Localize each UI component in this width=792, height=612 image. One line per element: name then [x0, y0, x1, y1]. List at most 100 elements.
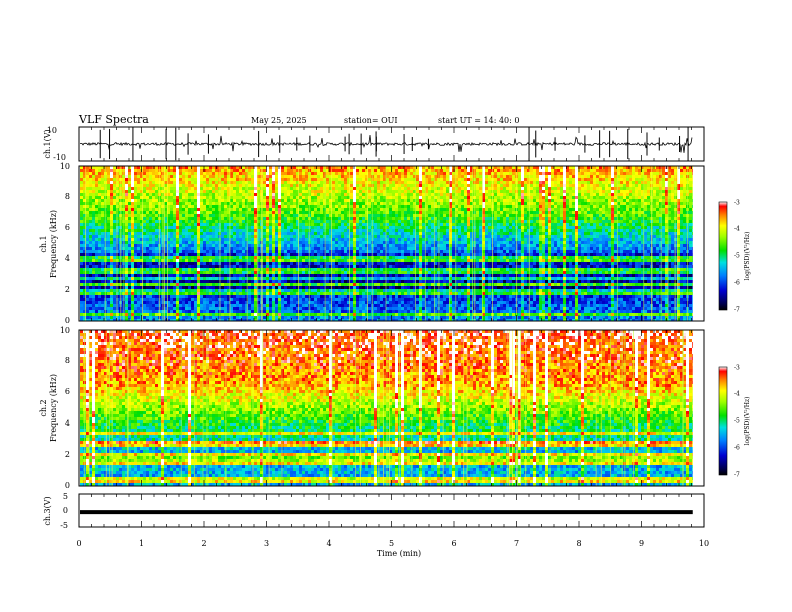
spectrogram-cell — [110, 178, 113, 181]
spectrogram-cell — [338, 208, 341, 211]
spectrogram-cell — [245, 190, 248, 193]
spectrogram-cell — [302, 295, 305, 298]
spectrogram-cell — [143, 301, 146, 304]
spectrogram-cell — [185, 211, 188, 214]
spectrogram-cell — [224, 190, 227, 193]
spectrogram-cell — [134, 220, 137, 223]
spectrogram-cell — [233, 271, 236, 274]
spectrogram-cell — [338, 259, 341, 262]
spectrogram-cell — [107, 310, 110, 313]
spectrogram-cell — [320, 319, 323, 321]
spectrogram-cell — [329, 313, 332, 316]
spectrogram-cell — [302, 205, 305, 208]
spectrogram-cell — [131, 220, 134, 223]
spectrogram-cell — [161, 283, 164, 286]
spectrogram-cell — [284, 217, 287, 220]
spectrogram-cell — [350, 217, 353, 220]
spectrogram-cell — [101, 226, 104, 229]
spectrogram-cell — [299, 277, 302, 280]
spectrogram-cell — [251, 286, 254, 289]
spectrogram-cell — [95, 208, 98, 211]
spectrogram-cell — [323, 229, 326, 232]
spectrogram-cell — [188, 283, 191, 286]
spectrogram-cell — [317, 178, 320, 181]
spectrogram-cell — [92, 280, 95, 283]
spectrogram-cell — [146, 220, 149, 223]
spectrogram-cell — [227, 241, 230, 244]
spectrogram-cell — [341, 175, 344, 178]
spectrogram-cell — [320, 169, 323, 172]
spectrogram-cell — [149, 199, 152, 202]
spectrogram-cell — [224, 184, 227, 187]
spectrogram-cell — [203, 211, 206, 214]
spectrogram-cell — [101, 268, 104, 271]
spectrogram-cell — [182, 310, 185, 313]
spectrogram-cell — [242, 241, 245, 244]
spectrogram-cell — [164, 172, 167, 175]
spectrogram-cell — [314, 289, 317, 292]
spectrogram-cell — [284, 289, 287, 292]
spectrogram-cell — [137, 211, 140, 214]
spectrogram-cell — [299, 169, 302, 172]
spectrogram-cell — [281, 310, 284, 313]
spectrogram-cell — [248, 214, 251, 217]
spectrogram-cell — [341, 232, 344, 235]
spectrogram-cell — [134, 175, 137, 178]
spectrogram-cell — [116, 208, 119, 211]
spectrogram-cell — [200, 211, 203, 214]
spectrogram-cell — [275, 304, 278, 307]
spectrogram-cell — [95, 304, 98, 307]
spectrogram-cell — [101, 277, 104, 280]
spectrogram-cell — [203, 184, 206, 187]
spectrogram-cell — [200, 238, 203, 241]
spectrogram-cell — [332, 256, 335, 259]
spectrogram-cell — [311, 289, 314, 292]
spectrogram-cell — [134, 196, 137, 199]
spectrogram-cell — [125, 304, 128, 307]
spectrogram-cell — [353, 253, 356, 256]
spectrogram-cell — [155, 265, 158, 268]
spectrogram-cell — [227, 205, 230, 208]
spectrogram-cell — [194, 268, 197, 271]
spectrogram-cell — [152, 298, 155, 301]
spectrogram-cell — [344, 208, 347, 211]
spectrogram-cell — [323, 238, 326, 241]
spectrogram-cell — [83, 274, 86, 277]
spectrogram-cell — [179, 274, 182, 277]
spectrogram-cell — [281, 286, 284, 289]
spectrogram-cell — [254, 310, 257, 313]
spectrogram-cell — [203, 232, 206, 235]
spectrogram-cell — [110, 214, 113, 217]
spectrogram-cell — [107, 316, 110, 319]
spectrogram-cell — [251, 178, 254, 181]
spectrogram-cell — [101, 208, 104, 211]
spectrogram-cell — [191, 316, 194, 319]
spectrogram-cell — [110, 310, 113, 313]
spectrogram-cell — [329, 187, 332, 190]
spectrogram-cell — [173, 271, 176, 274]
spectrogram-cell — [233, 253, 236, 256]
spectrogram-cell — [239, 262, 242, 265]
spectrogram-cell — [200, 166, 203, 169]
spectrogram-cell — [146, 244, 149, 247]
spectrogram-cell — [140, 238, 143, 241]
spectrogram-cell — [185, 298, 188, 301]
spectrogram-cell — [224, 319, 227, 321]
spectrogram-cell — [209, 295, 212, 298]
spectrogram-cell — [287, 208, 290, 211]
spectrogram-cell — [245, 211, 248, 214]
spectrogram-cell — [161, 250, 164, 253]
spectrogram-cell — [194, 193, 197, 196]
spectrogram-cell — [257, 262, 260, 265]
spectrogram-cell — [194, 301, 197, 304]
spectrogram-cell — [347, 172, 350, 175]
spectrogram-cell — [269, 289, 272, 292]
spectrogram-cell — [242, 274, 245, 277]
spectrogram-cell — [107, 184, 110, 187]
spectrogram-cell — [146, 190, 149, 193]
spectrogram-cell — [179, 277, 182, 280]
spectrogram-cell — [272, 217, 275, 220]
spectrogram-cell — [173, 313, 176, 316]
spectrogram-cell — [344, 187, 347, 190]
spectrogram-cell — [257, 295, 260, 298]
